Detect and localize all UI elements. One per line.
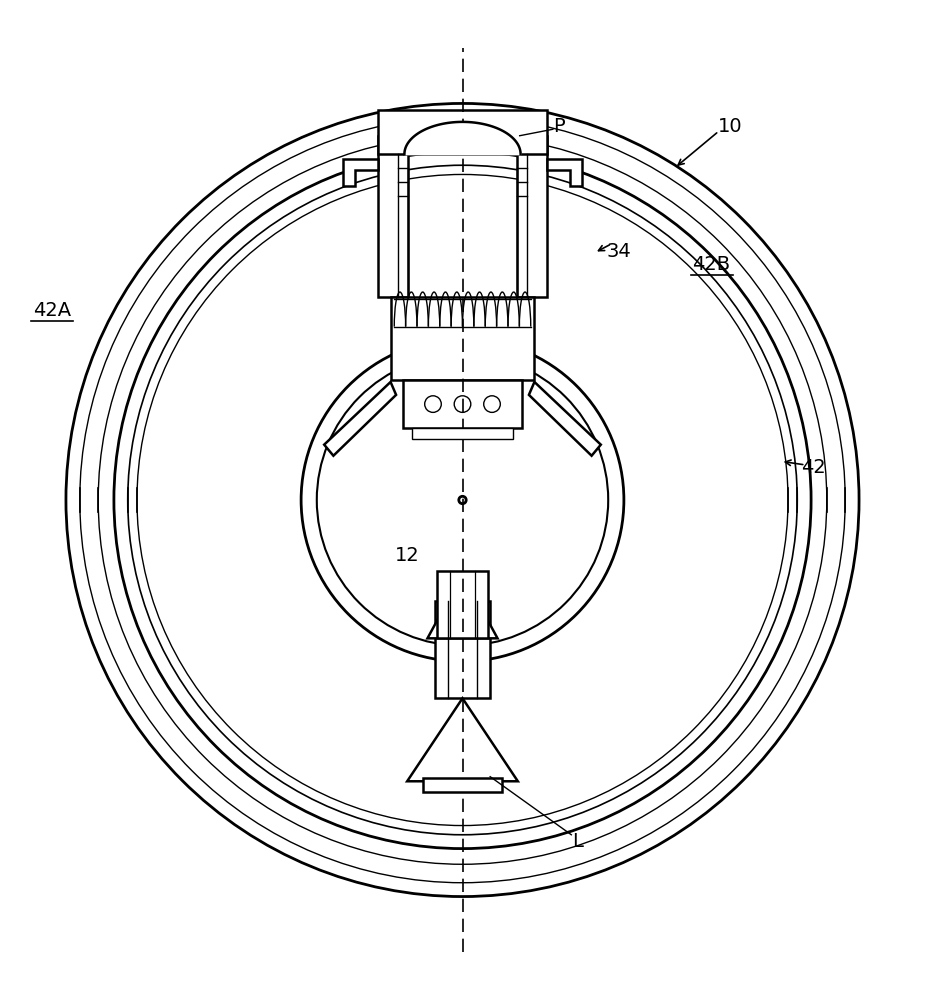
Bar (377, 110, 548, 154)
Polygon shape (548, 159, 583, 186)
Bar (423, 778, 502, 792)
Polygon shape (324, 382, 396, 456)
Text: 42B: 42B (693, 255, 731, 274)
Text: 34: 34 (607, 242, 632, 261)
Bar (390, 297, 535, 380)
Polygon shape (407, 698, 518, 781)
Bar (377, 136, 408, 297)
Bar (435, 601, 490, 698)
Text: 42A: 42A (33, 301, 71, 320)
Polygon shape (342, 159, 377, 186)
Bar (437, 571, 488, 638)
Text: 42: 42 (800, 458, 825, 477)
Polygon shape (427, 574, 498, 638)
Polygon shape (529, 382, 601, 456)
Text: 12: 12 (395, 546, 420, 565)
Text: L: L (573, 832, 584, 851)
Text: P: P (553, 117, 565, 136)
Bar (517, 136, 548, 297)
Bar (402, 380, 523, 428)
Bar (412, 428, 513, 439)
Text: 10: 10 (718, 117, 742, 136)
